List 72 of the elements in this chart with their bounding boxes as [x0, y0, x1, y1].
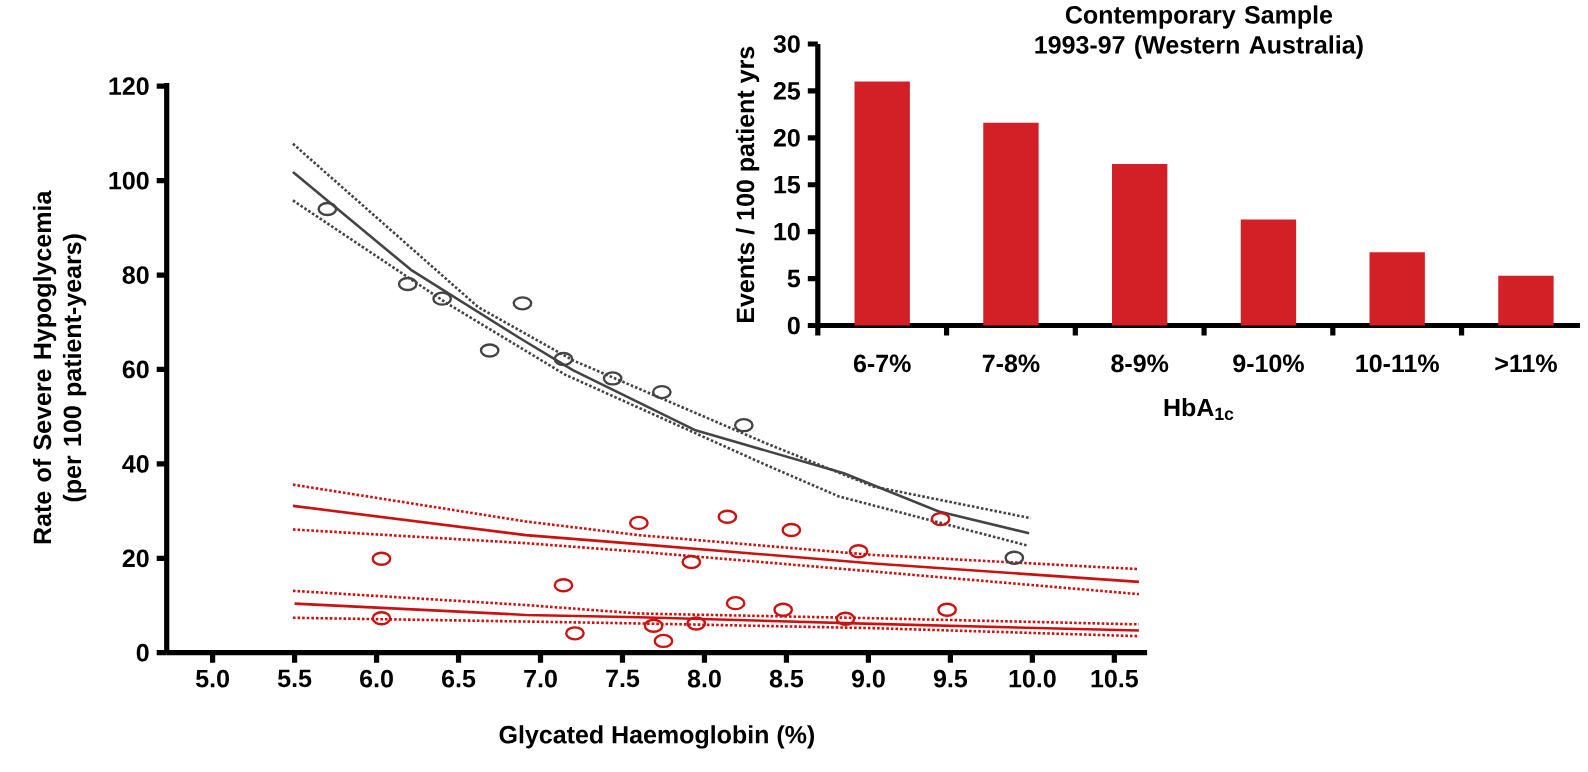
chart-title: Contemporary Sample 1993-97 (Western Australia) [1035, 5, 1363, 59]
y-tick-label: 15 [774, 176, 801, 194]
x-tick-label: 6.0 [360, 669, 393, 688]
point [717, 509, 738, 524]
point [397, 276, 418, 292]
point [1004, 550, 1025, 566]
x-tick-label: 6.5 [442, 669, 476, 688]
y-tick-label: 25 [773, 82, 801, 100]
point [553, 577, 574, 593]
y-axis-title: Rate of Severe Hypoglycemia (per 100 patient-years) [32, 190, 87, 544]
y-tick-label: 40 [122, 455, 149, 473]
y-tick-label: 120 [109, 77, 149, 96]
y-tick-label: 20 [122, 549, 149, 568]
x-axis-title: HbA$_{1c}$ [1164, 397, 1234, 421]
point [733, 417, 754, 433]
line-series [291, 504, 1141, 584]
y-tick-label: 80 [122, 266, 149, 284]
x-tick-label: 10.0 [1009, 669, 1056, 688]
point [930, 511, 951, 527]
y-tick-label: 10 [774, 222, 800, 241]
point [651, 384, 672, 400]
point [835, 611, 856, 626]
bar [1240, 219, 1297, 326]
point [317, 201, 338, 217]
x-tick-label: 5.5 [277, 669, 312, 688]
point [553, 351, 574, 367]
point [565, 626, 585, 641]
y-tick-label: 60 [122, 360, 149, 379]
point [479, 343, 500, 358]
point [371, 611, 392, 626]
point [937, 602, 957, 617]
x-tick-label: 10-11% [1356, 354, 1439, 373]
x-tick-label: 7.5 [606, 669, 640, 688]
point [848, 544, 869, 559]
x-tick-label: 8.0 [687, 669, 721, 688]
point [432, 291, 453, 306]
x-tick-label: 7-8% [982, 354, 1040, 373]
x-tick-label: 9.5 [933, 669, 968, 688]
bar [983, 122, 1039, 326]
point [773, 602, 794, 617]
point [371, 551, 392, 566]
x-tick-label: 6-7% [853, 354, 911, 373]
y-tick-label: 0 [136, 643, 149, 662]
point [653, 633, 674, 649]
x-tick-label: 10.5 [1091, 669, 1138, 688]
x-tick-label: >11% [1495, 354, 1557, 373]
x-tick-label: 9.0 [851, 669, 885, 688]
bar [1112, 164, 1168, 326]
x-tick-label: 8.5 [769, 669, 804, 688]
y-tick-label: 30 [773, 35, 800, 53]
point [602, 371, 623, 386]
point [681, 554, 702, 570]
point [643, 618, 664, 633]
y-tick-label: 5 [787, 269, 801, 288]
point [725, 595, 746, 611]
x-tick-label: 7.0 [524, 669, 557, 688]
bar [854, 81, 910, 326]
x-axis-title: Glycated Haemoglobin (%) [499, 725, 815, 749]
x-tick-label: 5.0 [196, 669, 229, 688]
bar [1369, 252, 1425, 326]
x-tick-label: 9-10% [1233, 354, 1304, 373]
bar [1498, 275, 1554, 326]
y-tick-label: 0 [787, 316, 800, 335]
y-tick-label: 100 [109, 171, 149, 190]
x-tick-label: 8-9% [1111, 354, 1169, 373]
y-axis-title: Events / 100 patient yrs [735, 46, 760, 323]
y-tick-label: 20 [773, 129, 800, 147]
point [628, 515, 649, 531]
point [512, 296, 533, 311]
line-series [291, 528, 1141, 596]
point [686, 616, 707, 631]
point [781, 522, 802, 538]
